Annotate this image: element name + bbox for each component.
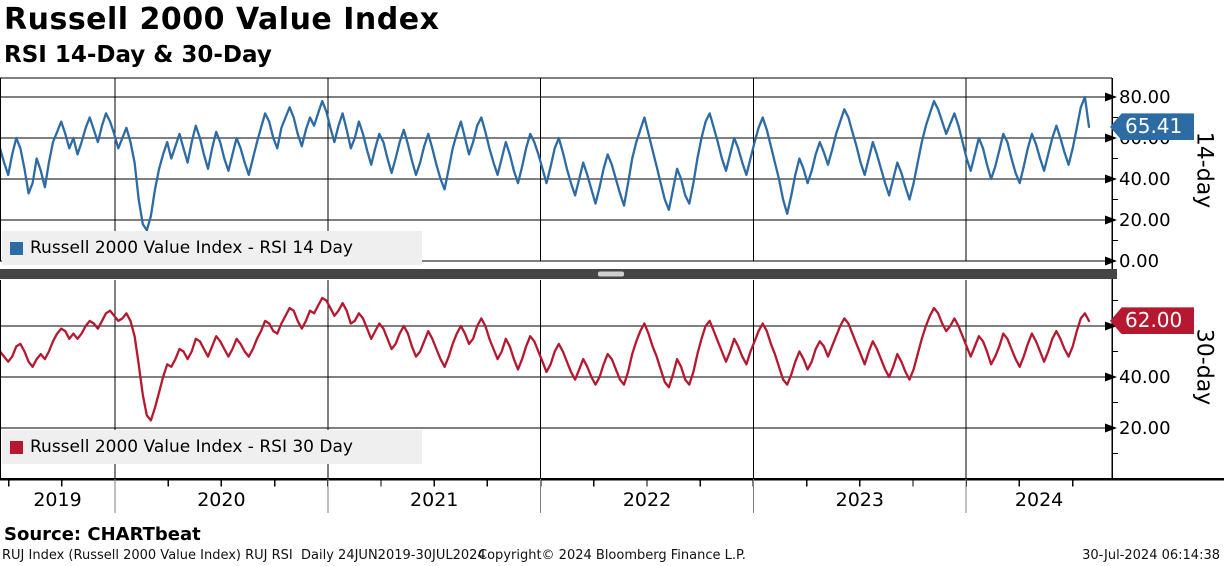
legend-rsi14[interactable]: Russell 2000 Value Index - RSI 14 Day <box>2 231 422 265</box>
y-tick-arrow-icon <box>1105 423 1117 433</box>
panel-separator <box>0 269 1117 279</box>
rsi30-last-value-tag[interactable]: 62.00 <box>1110 307 1194 335</box>
y-tick-label: 20.00 <box>1119 210 1171 231</box>
bottom-panel-axis-title: 30-day <box>1191 328 1217 406</box>
rsi30-legend-label: Russell 2000 Value Index - RSI 30 Day <box>30 437 353 457</box>
x-year-label: 2021 <box>410 489 458 511</box>
y-tick-arrow-icon <box>1105 372 1117 382</box>
rsi14-legend-label: Russell 2000 Value Index - RSI 14 Day <box>30 238 353 258</box>
y-tick-label: 80.00 <box>1119 87 1171 108</box>
legend-rsi30[interactable]: Russell 2000 Value Index - RSI 30 Day <box>2 430 422 464</box>
x-year-label: 2024 <box>1015 489 1063 511</box>
footer-copyright: Copyright© 2024 Bloomberg Finance L.P. <box>478 548 746 563</box>
page-title: Russell 2000 Value Index <box>4 2 440 37</box>
y-tick-label: 40.00 <box>1119 169 1171 190</box>
y-tick-arrow-icon <box>1105 321 1117 331</box>
y-tick-label: 0.00 <box>1119 251 1159 272</box>
x-year-label: 2023 <box>836 489 884 511</box>
rsi30-line <box>0 296 1091 422</box>
footer-ticker-info: RUJ Index (Russell 2000 Value Index) RUJ… <box>2 548 486 563</box>
x-year-label: 2020 <box>197 489 245 511</box>
x-year-label: 2022 <box>623 489 671 511</box>
rsi30-legend-swatch-icon <box>10 440 23 454</box>
y-tick-label: 20.00 <box>1119 418 1171 439</box>
source-label: Source: CHARTbeat <box>4 524 201 545</box>
y-tick-arrow-icon <box>1105 133 1117 143</box>
rsi14-legend-swatch-icon <box>10 241 23 255</box>
rsi14-last-value-tag[interactable]: 65.41 <box>1110 113 1194 141</box>
y-tick-arrow-icon <box>1105 174 1117 184</box>
panel-resize-handle[interactable] <box>598 271 624 277</box>
x-year-label: 2019 <box>33 489 81 511</box>
y-tick-arrow-icon <box>1105 215 1117 225</box>
y-tick-arrow-icon <box>1105 92 1117 102</box>
footer-timestamp: 30-Jul-2024 06:14:38 <box>1082 548 1220 563</box>
y-tick-arrow-icon <box>1105 256 1117 266</box>
page-subtitle: RSI 14-Day & 30-Day <box>4 42 272 68</box>
top-panel-axis-title: 14-day <box>1191 131 1217 209</box>
y-tick-label: 40.00 <box>1119 367 1171 388</box>
rsi14-line <box>0 95 1091 232</box>
